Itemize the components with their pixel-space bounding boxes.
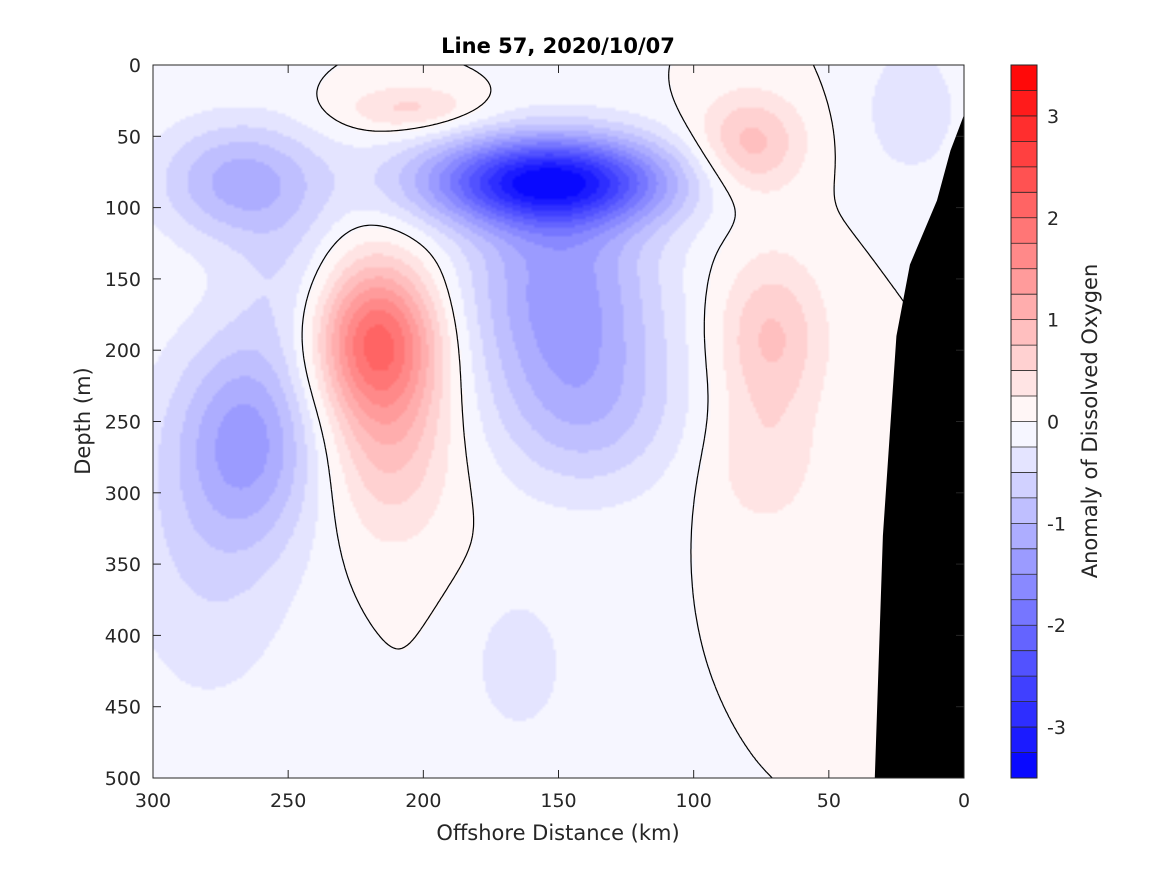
y-tick-label: 200: [105, 340, 141, 362]
y-tick-label: 350: [105, 554, 141, 576]
colorbar-level: [1011, 446, 1037, 473]
chart-title: Line 57, 2020/10/07: [441, 34, 675, 58]
y-axis: 0 50 100 150 200 250 300 350 400 450 500: [105, 55, 964, 790]
colorbar-level: [1011, 370, 1037, 397]
x-tick-label: 200: [405, 790, 441, 812]
colorbar-level: [1011, 650, 1037, 677]
x-tick-label: 100: [676, 790, 712, 812]
colorbar-level: [1011, 166, 1037, 193]
y-tick-label: 50: [117, 126, 141, 148]
colorbar-level: [1011, 217, 1037, 244]
colorbar-tick-label: -1: [1047, 513, 1066, 535]
y-tick-label: 0: [129, 55, 141, 77]
colorbar-level: [1011, 421, 1037, 448]
x-tick-label: 250: [270, 790, 306, 812]
colorbar-level: [1011, 472, 1037, 499]
colorbar-level: [1011, 319, 1037, 346]
colorbar-level: [1011, 574, 1037, 601]
colorbar-tick-label: -3: [1047, 717, 1066, 739]
colorbar-level: [1011, 752, 1037, 779]
colorbar-level: [1011, 294, 1037, 321]
colorbar-level: [1011, 192, 1037, 219]
x-axis: 300 250 200 150 100 50 0: [135, 65, 970, 812]
colorbar-level: [1011, 625, 1037, 652]
x-axis-label: Offshore Distance (km): [436, 821, 679, 845]
colorbar-level: [1011, 599, 1037, 626]
colorbar-tick-label: 2: [1047, 208, 1059, 230]
y-tick-label: 400: [105, 625, 141, 647]
x-tick-label: 0: [958, 790, 970, 812]
colorbar-level: [1011, 396, 1037, 422]
y-tick-label: 250: [105, 412, 141, 434]
colorbar-level: [1011, 115, 1037, 142]
colorbar-tick-label: 1: [1047, 310, 1059, 332]
y-tick-label: 500: [105, 768, 141, 790]
colorbar-level: [1011, 65, 1037, 91]
colorbar-tick-label: 0: [1047, 412, 1059, 434]
colorbar-level: [1011, 268, 1037, 295]
x-tick-label: 50: [817, 790, 841, 812]
colorbar-level: [1011, 701, 1037, 728]
y-axis-label: Depth (m): [71, 367, 95, 474]
y-tick-label: 150: [105, 269, 141, 291]
colorbar-level: [1011, 345, 1037, 372]
x-tick-label: 150: [540, 790, 576, 812]
colorbar-level: [1011, 676, 1037, 703]
x-tick-label: 300: [135, 790, 171, 812]
colorbar-tick-label: -2: [1047, 615, 1066, 637]
plot-area: [152, 64, 965, 779]
colorbar-level: [1011, 497, 1037, 524]
y-tick-label: 300: [105, 483, 141, 505]
colorbar-level: [1011, 243, 1037, 270]
colorbar-level: [1011, 90, 1037, 117]
colorbar-level: [1011, 548, 1037, 575]
colorbar-label: Anomaly of Dissolved Oxygen: [1078, 264, 1102, 579]
colorbar-level: [1011, 141, 1037, 168]
colorbar-tick-label: 3: [1047, 106, 1059, 128]
colorbar-level: [1011, 727, 1037, 754]
colorbar-frame: [1010, 64, 1038, 779]
zero-contour: [301, 65, 964, 778]
colorbar-level: [1011, 523, 1037, 550]
y-tick-label: 450: [105, 697, 141, 719]
bottom-topography: [874, 114, 964, 778]
colorbar: -3 -2 -1 0 1 2 3: [1010, 64, 1066, 779]
anomaly-field: [153, 65, 964, 778]
y-tick-label: 100: [105, 198, 141, 220]
